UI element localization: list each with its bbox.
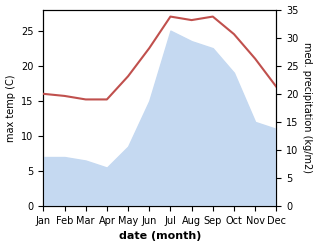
X-axis label: date (month): date (month) (119, 231, 201, 242)
Y-axis label: max temp (C): max temp (C) (5, 74, 16, 142)
Y-axis label: med. precipitation (kg/m2): med. precipitation (kg/m2) (302, 42, 313, 173)
